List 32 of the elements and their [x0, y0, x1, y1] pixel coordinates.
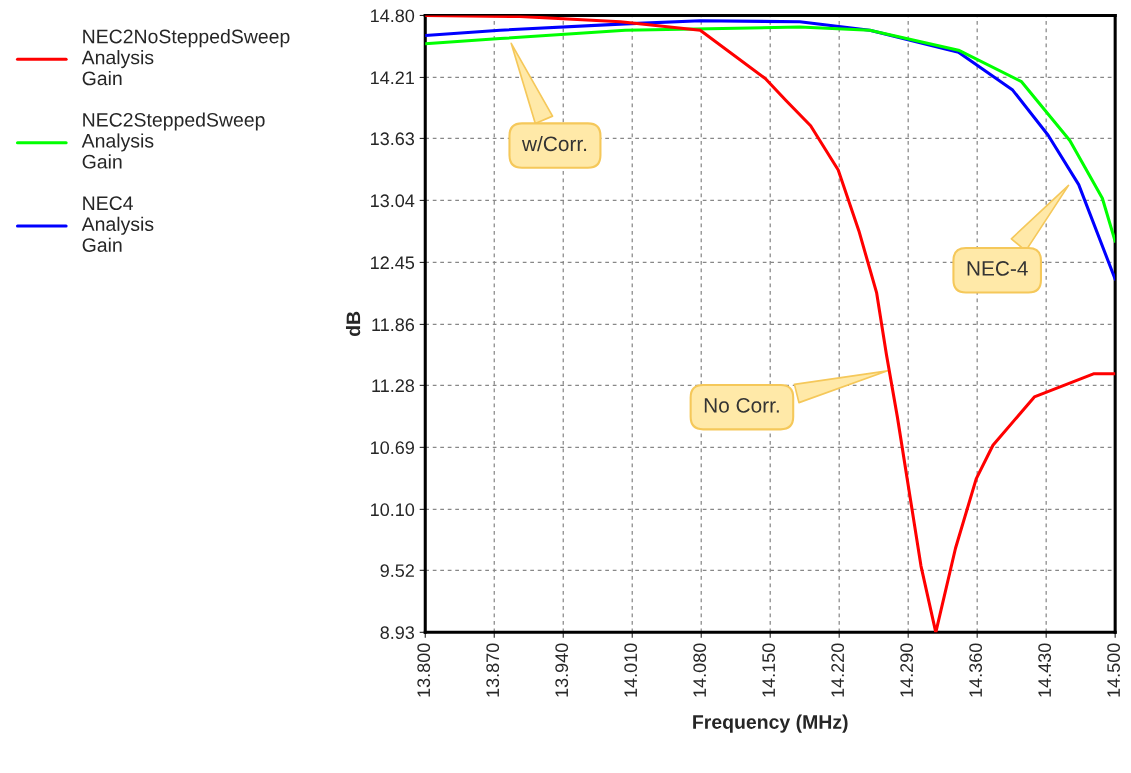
y-tick-label: 14.21 [371, 71, 414, 84]
line-series [425, 25, 1116, 243]
x-tick-label: 14.010 [624, 643, 638, 697]
annotation: NEC-4 [967, 261, 1028, 276]
x-tick-label: 14.290 [900, 643, 914, 697]
legend-label: NEC2NoSteppedSweep Analysis Gain [81, 29, 290, 86]
y-tick-label: 11.86 [372, 318, 415, 332]
x-tick-label: 14.430 [1038, 643, 1052, 697]
annotation: w/Corr. [521, 135, 587, 152]
legend-label: NEC2SteppedSweep Analysis Gain [81, 112, 265, 169]
y-tick-label: 10.10 [371, 503, 415, 517]
y-tick-label: 11.28 [372, 379, 415, 393]
x-tick-label: 14.150 [762, 643, 776, 697]
y-tick-label: 14.80 [371, 9, 415, 23]
x-tick-label: 14.360 [969, 643, 983, 697]
x-tick-label: 14.220 [831, 643, 845, 697]
y-tick-label: 13.04 [371, 194, 415, 208]
y-tick-label: 12.45 [371, 256, 415, 270]
y-axis-title: dB [345, 311, 361, 337]
line-series [425, 15, 1116, 633]
annotation: No Corr. [704, 398, 779, 413]
x-tick-label: 13.870 [486, 643, 500, 697]
y-tick-label: 13.63 [371, 132, 415, 146]
legend-label: NEC4 Analysis Gain [81, 196, 154, 252]
x-tick-label: 14.500 [1107, 643, 1121, 697]
y-tick-label: 9.52 [380, 564, 414, 578]
y-tick-label: 10.69 [371, 441, 414, 455]
y-tick-label: 8.93 [380, 626, 415, 640]
x-tick-label: 14.080 [693, 643, 707, 697]
x-tick-label: 13.800 [417, 643, 431, 697]
x-tick-label: 13.940 [555, 643, 569, 697]
x-axis-title: Frequency (MHz) [693, 714, 848, 733]
